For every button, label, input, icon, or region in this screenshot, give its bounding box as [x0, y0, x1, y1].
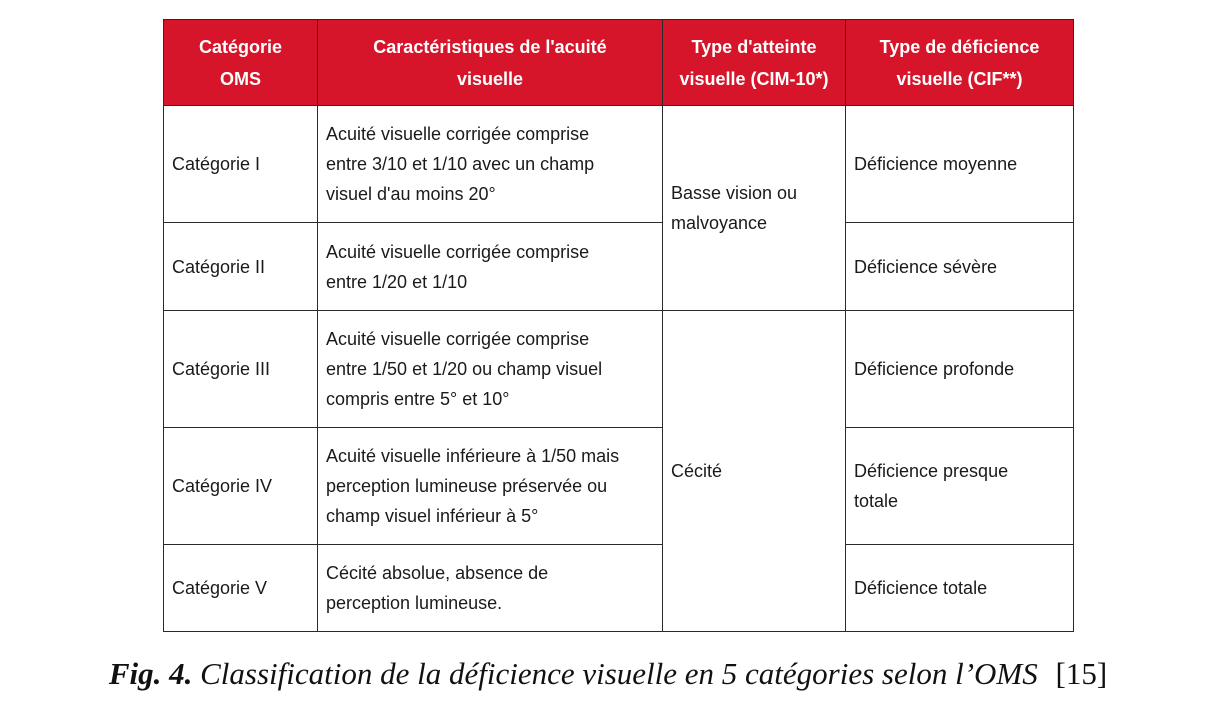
- characteristics-text: Acuité visuelle corrigée comprise entre …: [326, 329, 603, 409]
- deficiency-cell: Déficience sévère: [845, 222, 1074, 311]
- header-characteristics-label: Caractéristiques de l'acuité visuelle: [373, 36, 607, 89]
- characteristics-text: Acuité visuelle inférieure à 1/50 mais p…: [326, 446, 620, 526]
- characteristics-text: Acuité visuelle corrigée comprise entre …: [326, 124, 595, 204]
- deficiency-cell: Déficience presque totale: [845, 427, 1074, 545]
- table-row: Catégorie II Acuité visuelle corrigée co…: [163, 222, 1074, 311]
- category-label: Catégorie I: [172, 154, 261, 174]
- figure-label: Fig. 4.: [108, 656, 193, 691]
- header-deficiency-type-label: Type de déficience visuelle (CIF**): [879, 36, 1040, 89]
- characteristics-text: Acuité visuelle corrigée comprise entre …: [326, 241, 590, 292]
- category-label: Catégorie II: [172, 256, 266, 277]
- deficiency-label: Déficience profonde: [854, 359, 1015, 379]
- category-cell: Catégorie III: [163, 310, 318, 428]
- impairment-type-label: Basse vision ou malvoyance: [671, 183, 798, 233]
- table-row: Catégorie I Acuité visuelle corrigée com…: [163, 105, 1074, 311]
- impairment-type-cell: Basse vision ou malvoyance: [662, 105, 846, 311]
- category-cell: Catégorie I: [163, 105, 318, 223]
- header-deficiency-type: Type de déficience visuelle (CIF**): [845, 19, 1074, 106]
- category-cell: Catégorie V: [163, 544, 318, 632]
- impairment-type-label: Cécité: [671, 461, 723, 481]
- deficiency-label: Déficience presque totale: [854, 461, 1009, 511]
- characteristics-cell: Acuité visuelle inférieure à 1/50 mais p…: [317, 427, 663, 545]
- category-label: Catégorie V: [172, 578, 268, 598]
- deficiency-label: Déficience sévère: [854, 256, 998, 277]
- table-row: Catégorie III Acuité visuelle corrigée c…: [163, 310, 1074, 632]
- classification-table: Catégorie OMS Caractéristiques de l'acui…: [163, 19, 1074, 632]
- header-impairment-type: Type d'atteinte visuelle (CIM-10*): [662, 19, 846, 106]
- characteristics-cell: Cécité absolue, absence de perception lu…: [317, 544, 663, 632]
- table-row: Catégorie V Cécité absolue, absence de p…: [163, 544, 1074, 632]
- table-header-row: Catégorie OMS Caractéristiques de l'acui…: [163, 19, 1074, 106]
- category-label: Catégorie III: [172, 359, 271, 379]
- table-row: Catégorie IV Acuité visuelle inférieure …: [163, 427, 1074, 545]
- category-cell: Catégorie II: [163, 222, 318, 311]
- deficiency-cell: Déficience totale: [845, 544, 1074, 632]
- characteristics-cell: Acuité visuelle corrigée comprise entre …: [317, 222, 663, 311]
- characteristics-cell: Acuité visuelle corrigée comprise entre …: [317, 105, 663, 223]
- characteristics-text: Cécité absolue, absence de perception lu…: [326, 563, 549, 613]
- impairment-type-cell: Cécité: [662, 310, 846, 632]
- category-cell: Catégorie IV: [163, 427, 318, 545]
- deficiency-label: Déficience totale: [854, 578, 988, 598]
- header-category-label: Catégorie OMS: [198, 36, 283, 89]
- characteristics-cell: Acuité visuelle corrigée comprise entre …: [317, 310, 663, 428]
- category-label: Catégorie IV: [172, 476, 273, 496]
- figure-caption-text: Classification de la déficience visuelle…: [200, 656, 1038, 691]
- classification-table-container: Catégorie OMS Caractéristiques de l'acui…: [163, 19, 1074, 632]
- deficiency-label: Déficience moyenne: [854, 154, 1018, 174]
- deficiency-cell: Déficience moyenne: [845, 105, 1074, 223]
- figure-caption: Fig. 4. Classification de la déficience …: [0, 656, 1216, 692]
- header-impairment-type-label: Type d'atteinte visuelle (CIM-10*): [679, 36, 829, 89]
- deficiency-cell: Déficience profonde: [845, 310, 1074, 428]
- header-characteristics: Caractéristiques de l'acuité visuelle: [317, 19, 663, 106]
- header-category: Catégorie OMS: [163, 19, 318, 106]
- figure-reference: [15]: [1055, 656, 1108, 691]
